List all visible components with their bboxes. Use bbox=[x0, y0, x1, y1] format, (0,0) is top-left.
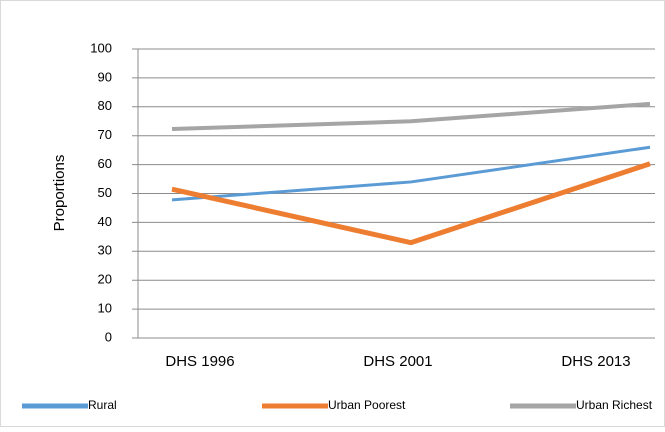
series-line bbox=[171, 161, 651, 246]
y-tick-label: 40 bbox=[98, 214, 112, 229]
y-tick-label: 100 bbox=[90, 40, 112, 55]
y-tick-label: 50 bbox=[98, 185, 112, 200]
x-tick-label: DHS 1996 bbox=[165, 353, 234, 370]
x-tick-label: DHS 2013 bbox=[561, 353, 630, 370]
legend-label: Urban Poorest bbox=[328, 398, 406, 412]
x-tick-label: DHS 2001 bbox=[363, 353, 432, 370]
y-tick-label: 90 bbox=[98, 69, 112, 84]
y-tick-label: 0 bbox=[105, 329, 112, 344]
y-tick-label: 30 bbox=[98, 243, 112, 258]
legend-label: Urban Richest bbox=[576, 398, 653, 412]
series-line bbox=[171, 145, 651, 202]
series-line bbox=[171, 101, 651, 132]
legend-label: Rural bbox=[88, 398, 117, 412]
y-axis-label: Proportions bbox=[51, 155, 68, 232]
y-tick-label: 80 bbox=[98, 98, 112, 113]
y-tick-label: 20 bbox=[98, 272, 112, 287]
y-tick-label: 60 bbox=[98, 156, 112, 171]
y-tick-label: 10 bbox=[98, 301, 112, 316]
y-tick-label: 70 bbox=[98, 127, 112, 142]
